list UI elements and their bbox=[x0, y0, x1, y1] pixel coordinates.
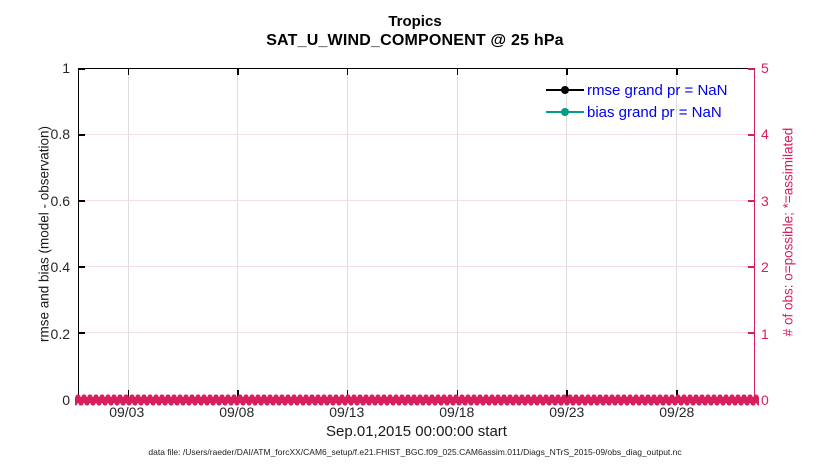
bias-line-sample bbox=[546, 108, 584, 116]
y-tick-label-right: 3 bbox=[761, 192, 769, 209]
x-tick-label: 09/08 bbox=[219, 404, 255, 420]
x-gridline bbox=[676, 69, 678, 399]
x-tick-mark-top bbox=[237, 69, 239, 75]
x-tick-mark-top bbox=[456, 69, 459, 75]
y-tick-label-right: 5 bbox=[761, 60, 769, 76]
right-axis-tick-labels: 0 1 2 3 4 5 bbox=[761, 61, 801, 407]
legend-label-bias: bias grand pr = NaN bbox=[587, 103, 722, 121]
y-tick-label-left: 0.2 bbox=[50, 325, 70, 342]
y-tick-label-left: 0.8 bbox=[50, 126, 70, 143]
y-tick-mark-right bbox=[748, 68, 754, 70]
legend-item-rmse: rmse grand pr = NaN bbox=[546, 79, 727, 101]
y-tick-label-right: 2 bbox=[761, 259, 769, 276]
y-tick-mark-left bbox=[79, 68, 85, 70]
right-axis-title: # of obs: o=possible; *=assimilated bbox=[780, 127, 796, 337]
chart-title: Tropics bbox=[388, 13, 442, 30]
y-gridline bbox=[79, 266, 754, 267]
x-tick-mark-top bbox=[566, 69, 568, 75]
obs-count-zero-marker-band bbox=[75, 393, 759, 406]
y-tick-label-left: 1 bbox=[62, 60, 70, 76]
x-axis-title: Sep.01,2015 00:00:00 start bbox=[326, 423, 507, 440]
left-axis-title: rmse and bias (model - observation) bbox=[36, 125, 52, 343]
legend-label-rmse: rmse grand pr = NaN bbox=[587, 81, 728, 99]
plot-area bbox=[75, 68, 759, 406]
rmse-line-sample bbox=[546, 86, 584, 94]
y-tick-mark-right bbox=[748, 266, 754, 268]
left-axis-tick-labels: 0 0.2 0.4 0.6 0.8 1 bbox=[28, 61, 74, 407]
title-block: Tropics SAT_U_WIND_COMPONENT @ 25 hPa bbox=[0, 13, 830, 51]
x-gridline bbox=[566, 69, 568, 399]
y-tick-mark-right bbox=[748, 134, 754, 136]
y-tick-mark-left bbox=[79, 332, 85, 334]
x-tick-label: 09/18 bbox=[439, 404, 475, 420]
x-axis-tick-labels: 09/03 09/08 09/13 09/18 09/23 09/28 bbox=[78, 404, 755, 422]
x-gridline bbox=[127, 69, 129, 399]
x-gridline bbox=[456, 69, 458, 399]
y-tick-mark-right bbox=[748, 200, 754, 202]
rmse-marker-icon bbox=[561, 86, 569, 94]
x-gridline bbox=[346, 69, 348, 399]
x-tick-mark-top bbox=[676, 69, 678, 75]
y-tick-mark-left bbox=[79, 266, 85, 268]
x-tick-label: 09/23 bbox=[549, 404, 585, 420]
x-tick-mark-top bbox=[346, 69, 349, 75]
y-tick-label-left: 0.6 bbox=[50, 192, 70, 209]
x-gridline bbox=[237, 69, 239, 399]
x-tick-label: 09/03 bbox=[109, 404, 145, 420]
y-tick-mark-left bbox=[79, 200, 85, 202]
y-tick-mark-left bbox=[79, 134, 85, 136]
data-file-footnote: data file: /Users/raeder/DAI/ATM_forcXX/… bbox=[148, 447, 682, 457]
x-tick-label: 09/28 bbox=[659, 404, 695, 420]
y-tick-label-right: 0 bbox=[761, 392, 769, 408]
legend-item-bias: bias grand pr = NaN bbox=[546, 101, 727, 123]
y-tick-label-right: 1 bbox=[761, 325, 769, 342]
legend: rmse grand pr = NaN bias grand pr = NaN bbox=[546, 79, 727, 123]
y-tick-label-left: 0.4 bbox=[50, 259, 70, 276]
y-gridline bbox=[79, 332, 754, 333]
bias-marker-icon bbox=[561, 108, 569, 116]
y-tick-mark-right bbox=[748, 332, 754, 334]
y-gridline bbox=[79, 200, 754, 201]
chart-subtitle: SAT_U_WIND_COMPONENT @ 25 hPa bbox=[266, 32, 564, 49]
x-tick-mark-top bbox=[127, 69, 130, 75]
y-tick-label-right: 4 bbox=[761, 126, 769, 143]
y-tick-label-left: 0 bbox=[62, 392, 70, 408]
y-gridline bbox=[79, 134, 754, 135]
x-tick-label: 09/13 bbox=[329, 404, 365, 420]
